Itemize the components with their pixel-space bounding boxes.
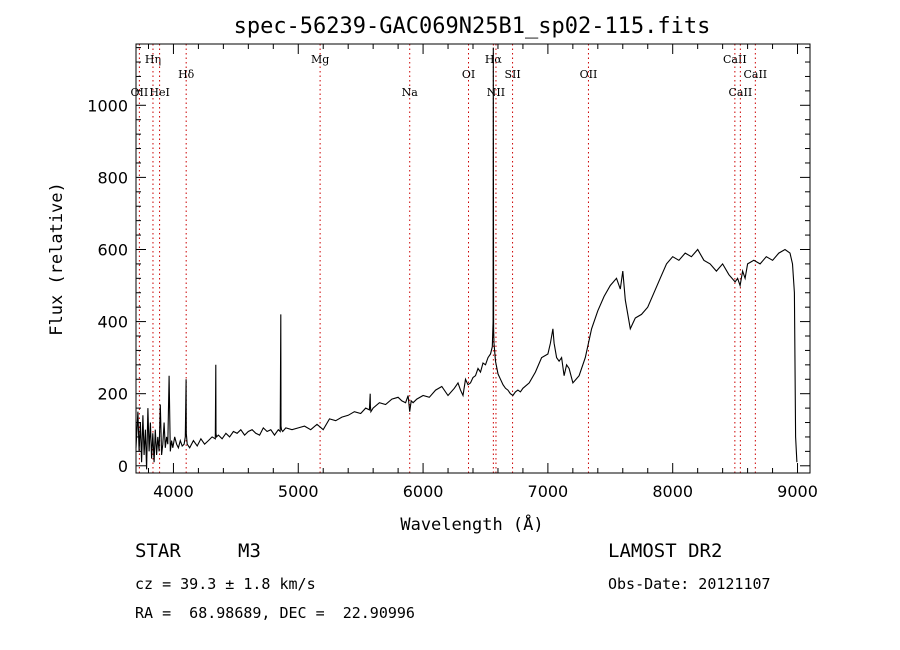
spectral-line-label: OII <box>580 68 598 81</box>
spectral-line-label: Hη <box>145 53 161 66</box>
spectral-line-label: HeI <box>149 86 169 99</box>
x-tick-label: 6000 <box>403 482 444 501</box>
x-tick-label: 9000 <box>777 482 818 501</box>
chart-title: spec-56239-GAC069N25B1_sp02-115.fits <box>234 14 711 39</box>
y-axis: 0 200 400 600 800 1000 <box>87 47 810 476</box>
object-subclass: M3 <box>238 540 261 562</box>
x-axis-label: Wavelength (Å) <box>400 513 543 535</box>
redshift-readout: cz = 39.3 ± 1.8 km/s <box>135 575 316 593</box>
survey-name: LAMOST DR2 <box>608 540 723 562</box>
spectral-line-label: NII <box>487 86 505 99</box>
y-tick-label: 600 <box>97 240 128 259</box>
y-tick-label: 800 <box>97 168 128 187</box>
spectral-line-label: Na <box>402 86 419 99</box>
object-class: STAR <box>135 540 181 562</box>
y-tick-label: 1000 <box>87 96 128 115</box>
x-tick-label: 7000 <box>528 482 569 501</box>
spectral-line-label: CaII <box>723 53 747 66</box>
y-tick-label: 0 <box>118 457 128 476</box>
spectral-line-label: SII <box>504 68 520 81</box>
obs-date: Obs-Date: 20121107 <box>608 575 771 593</box>
coordinates-readout: RA = 68.98689, DEC = 22.90996 <box>135 604 415 622</box>
x-axis: 4000 5000 6000 7000 8000 9000 <box>147 44 818 501</box>
x-tick-label: 4000 <box>153 482 194 501</box>
spectrum-line <box>135 47 798 470</box>
spectral-line-label: CaII <box>743 68 767 81</box>
spectral-line-label: Hδ <box>178 68 195 81</box>
y-tick-label: 200 <box>97 385 128 404</box>
spectral-line-label: Mg <box>311 53 329 66</box>
y-tick-label: 400 <box>97 313 128 332</box>
x-tick-label: 5000 <box>278 482 319 501</box>
plot-frame <box>135 43 811 474</box>
spectral-line-label: OII <box>131 86 149 99</box>
spectral-line-label: OI <box>462 68 475 81</box>
y-axis-label: Flux (relative) <box>47 182 67 336</box>
spectral-line-label: CaII <box>729 86 753 99</box>
x-tick-label: 8000 <box>652 482 693 501</box>
